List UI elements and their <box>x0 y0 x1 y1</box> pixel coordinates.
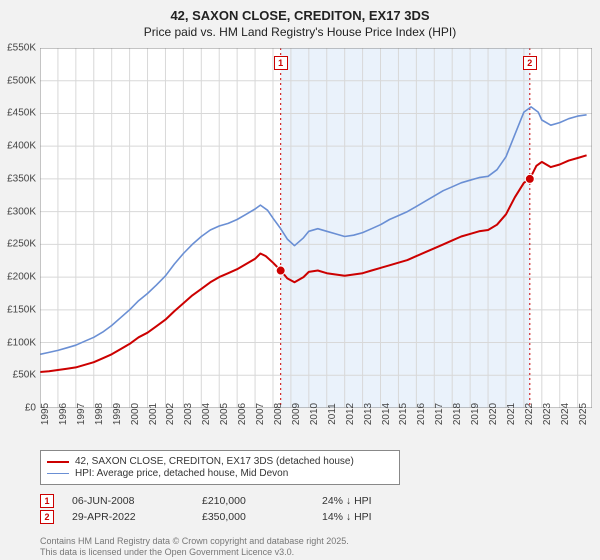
x-tick-label: 1998 <box>94 403 105 425</box>
x-tick-label: 2021 <box>506 403 517 425</box>
x-tick-label: 2010 <box>309 403 320 425</box>
title-block: 42, SAXON CLOSE, CREDITON, EX17 3DS Pric… <box>0 0 600 43</box>
y-tick-label: £300K <box>7 206 36 217</box>
y-tick-label: £450K <box>7 108 36 119</box>
event-badge: 1 <box>40 494 54 508</box>
page-title: 42, SAXON CLOSE, CREDITON, EX17 3DS <box>10 8 590 23</box>
page-subtitle: Price paid vs. HM Land Registry's House … <box>10 25 590 39</box>
y-tick-label: £500K <box>7 75 36 86</box>
x-tick-label: 2005 <box>219 403 230 425</box>
x-tick-label: 2004 <box>201 403 212 425</box>
x-tick-label: 2019 <box>470 403 481 425</box>
footer-line-2: This data is licensed under the Open Gov… <box>40 547 349 558</box>
x-tick-label: 2001 <box>148 403 159 425</box>
x-tick-label: 2003 <box>183 403 194 425</box>
footer-line-1: Contains HM Land Registry data © Crown c… <box>40 536 349 547</box>
chart-svg <box>40 48 592 408</box>
x-tick-label: 2017 <box>434 403 445 425</box>
x-tick-label: 2015 <box>398 403 409 425</box>
y-tick-label: £550K <box>7 43 36 54</box>
legend-swatch <box>47 461 69 463</box>
y-tick-label: £100K <box>7 337 36 348</box>
x-tick-label: 2023 <box>542 403 553 425</box>
legend-row: HPI: Average price, detached house, Mid … <box>47 468 393 479</box>
x-tick-label: 2009 <box>291 403 302 425</box>
legend-row: 42, SAXON CLOSE, CREDITON, EX17 3DS (det… <box>47 456 393 467</box>
y-tick-label: £200K <box>7 272 36 283</box>
legend-swatch <box>47 473 69 474</box>
y-tick-label: £50K <box>13 370 36 381</box>
x-tick-label: 2024 <box>560 403 571 425</box>
x-tick-label: 1997 <box>76 403 87 425</box>
y-tick-label: £250K <box>7 239 36 250</box>
event-marker-badge: 2 <box>523 56 537 70</box>
event-date: 29-APR-2022 <box>72 511 202 523</box>
x-tick-label: 2022 <box>524 403 535 425</box>
x-tick-label: 2000 <box>130 403 141 425</box>
x-tick-label: 2007 <box>255 403 266 425</box>
y-tick-label: £350K <box>7 173 36 184</box>
x-tick-label: 2008 <box>273 403 284 425</box>
x-tick-label: 2013 <box>363 403 374 425</box>
event-table: 1 06-JUN-2008£210,00024% ↓ HPI 2 29-APR-202… <box>40 492 560 526</box>
x-tick-label: 2011 <box>327 403 338 425</box>
x-tick-label: 2018 <box>452 403 463 425</box>
y-tick-label: £0 <box>25 403 36 414</box>
x-tick-label: 2014 <box>381 403 392 425</box>
event-row: 2 29-APR-2022£350,00014% ↓ HPI <box>40 510 560 524</box>
legend-label: 42, SAXON CLOSE, CREDITON, EX17 3DS (det… <box>75 456 354 467</box>
event-marker-badge: 1 <box>274 56 288 70</box>
footer: Contains HM Land Registry data © Crown c… <box>40 536 349 558</box>
chart-area: 12 <box>40 48 592 408</box>
x-tick-label: 1999 <box>112 403 123 425</box>
event-price: £350,000 <box>202 511 322 523</box>
x-tick-label: 2012 <box>345 403 356 425</box>
legend: 42, SAXON CLOSE, CREDITON, EX17 3DS (det… <box>40 450 400 485</box>
y-tick-label: £150K <box>7 304 36 315</box>
event-delta: 14% ↓ HPI <box>322 511 442 523</box>
x-axis-labels: 1995199619971998199920002001200220032004… <box>40 410 592 450</box>
event-badge: 2 <box>40 510 54 524</box>
x-tick-label: 1995 <box>40 403 51 425</box>
event-date: 06-JUN-2008 <box>72 495 202 507</box>
x-tick-label: 2006 <box>237 403 248 425</box>
x-tick-label: 2002 <box>165 403 176 425</box>
x-tick-label: 1996 <box>58 403 69 425</box>
x-tick-label: 2025 <box>578 403 589 425</box>
y-axis-labels: £0£50K£100K£150K£200K£250K£300K£350K£400… <box>0 48 38 408</box>
legend-label: HPI: Average price, detached house, Mid … <box>75 468 288 479</box>
x-tick-label: 2020 <box>488 403 499 425</box>
x-tick-label: 2016 <box>416 403 427 425</box>
event-delta: 24% ↓ HPI <box>322 495 442 507</box>
page-root: 42, SAXON CLOSE, CREDITON, EX17 3DS Pric… <box>0 0 600 560</box>
event-row: 1 06-JUN-2008£210,00024% ↓ HPI <box>40 494 560 508</box>
y-tick-label: £400K <box>7 141 36 152</box>
event-price: £210,000 <box>202 495 322 507</box>
